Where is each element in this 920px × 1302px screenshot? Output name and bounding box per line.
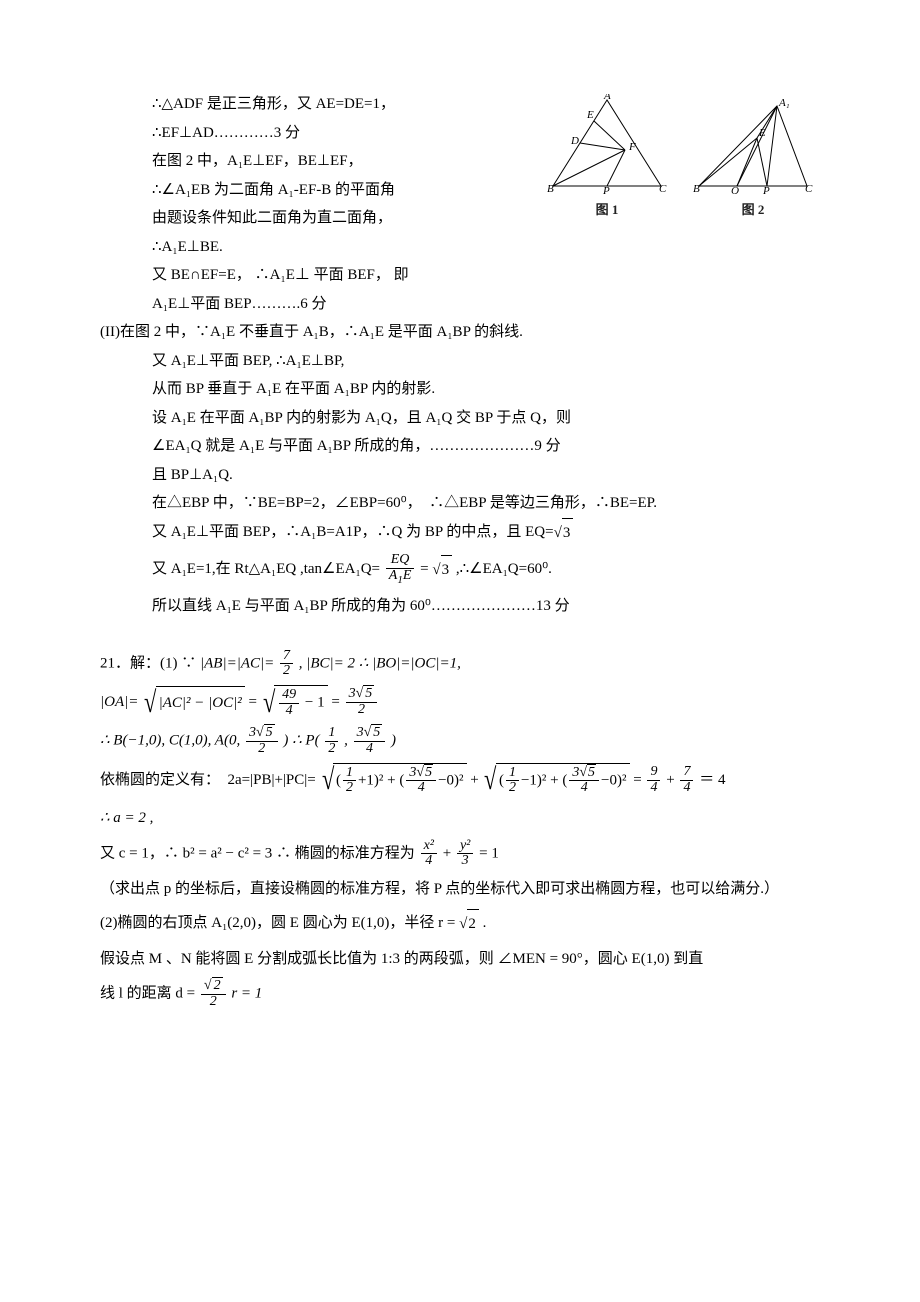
proof-line-13: 且 BP⊥A₁Q. bbox=[100, 461, 820, 490]
fig2-svg: A₁ B C E Q P bbox=[693, 94, 813, 194]
p21-line3: ∴ B(−1,0), C(1,0), A(0, 3√52 ) ∴ P( 12 ,… bbox=[100, 726, 820, 756]
sqrt-3-b: 3 bbox=[432, 555, 452, 585]
sqrt-ac-oc: √|AC|² − |OC|² bbox=[142, 686, 245, 720]
frac-eq-over-a1e: EQA1E bbox=[386, 553, 415, 586]
frac-1-2: 12 bbox=[325, 726, 338, 756]
p21-s6a: 又 c = 1，∴ b² = a² − c² = 3 ∴ 椭圆的标准方程为 bbox=[100, 845, 419, 861]
figure-1: A B C D E F P 图 1 bbox=[540, 94, 674, 223]
sqrt-2-r: 2 bbox=[459, 909, 479, 939]
p21-line1: 21．解：(1) ∵ |AB|=|AC|= 72 , |BC|= 2 ∴ |BO… bbox=[100, 649, 820, 679]
frac-7-4: 74 bbox=[680, 765, 693, 795]
sqrt-pb: √(12+1)² + (3√54−0)² bbox=[320, 763, 467, 798]
p21-arc2: 线 l 的距离 d = √22 r = 1 bbox=[100, 979, 820, 1009]
fig1-label-f: F bbox=[628, 141, 636, 153]
proof-line-8: (II)在图 2 中，∵A₁E 不垂直于 A₁B，∴A₁E 是平面 A₁BP 的… bbox=[100, 318, 820, 347]
p21-arc2b: r = 1 bbox=[231, 986, 262, 1002]
p21-line5: ∴ a = 2 , bbox=[100, 804, 820, 833]
proof-line-15a: 又 A₁E⊥平面 BEP，∴A₁B=A1P，∴Q 为 BP 的中点，且 EQ= bbox=[152, 524, 554, 540]
proof-line-7: 又 BE∩EF=E， ∴A₁E⊥ 平面 BEF， 即 bbox=[100, 261, 820, 290]
proof-line-7b: A₁E⊥平面 BEP……….6 分 bbox=[100, 290, 820, 319]
p21-part2a: (2)椭圆的右顶点 A₁(2,0)，圆 E 圆心为 E(1,0)，半径 r = bbox=[100, 916, 459, 932]
p21-line4: 依椭圆的定义有： 2a=|PB|+|PC|= √(12+1)² + (3√54−… bbox=[100, 763, 820, 798]
proof-line-14: 在△EBP 中，∵BE=BP=2，∠EBP=60⁰， ∴△EBP 是等边三角形，… bbox=[100, 489, 820, 518]
sqrt-3-a: 3 bbox=[554, 518, 574, 548]
p21-note: （求出点 p 的坐标后，直接设椭圆的标准方程，将 P 点的坐标代入即可求出椭圆方… bbox=[100, 875, 820, 904]
sqrt-49-4: √494 − 1 bbox=[261, 685, 328, 720]
frac-y2-3: y²3 bbox=[457, 839, 473, 869]
frac-3sqrt5-4: 3√54 bbox=[354, 726, 386, 756]
frac-3sqrt5-2-b: 3√52 bbox=[246, 726, 278, 756]
frac-7-2: 72 bbox=[280, 649, 293, 679]
fig2-label-a1: A₁ bbox=[778, 97, 790, 109]
proof-line-11: 设 A₁E 在平面 A₁BP 内的射影为 A₁Q，且 A₁Q 交 BP 于点 Q… bbox=[100, 404, 820, 433]
proof-line-17: 所以直线 A₁E 与平面 A₁BP 所成的角为 60⁰…………………13 分 bbox=[100, 592, 820, 621]
p21-line6: 又 c = 1，∴ b² = a² − c² = 3 ∴ 椭圆的标准方程为 x²… bbox=[100, 839, 820, 869]
proof-line-15: 又 A₁E⊥平面 BEP，∴A₁B=A1P，∴Q 为 BP 的中点，且 EQ=3 bbox=[100, 518, 820, 548]
fig1-svg: A B C D E F P bbox=[547, 94, 667, 194]
proof-line-6: ∴A₁E⊥BE. bbox=[100, 233, 820, 262]
proof-line-10: 从而 BP 垂直于 A₁E 在平面 A₁BP 内的射影. bbox=[100, 375, 820, 404]
fig2-label-e: E bbox=[758, 127, 766, 139]
p21-arc1: 假设点 M 、N 能将圆 E 分割成弧长比值为 1:3 的两段弧，则 ∠MEN … bbox=[100, 945, 820, 974]
p21-arc2a: 线 l 的距离 d = bbox=[100, 986, 199, 1002]
fig1-label-e: E bbox=[586, 109, 594, 121]
figure-panel: A B C D E F P 图 1 bbox=[540, 94, 820, 223]
fig1-label-p: P bbox=[602, 185, 610, 194]
proof-line-9: 又 A₁E⊥平面 BEP, ∴A₁E⊥BP, bbox=[100, 347, 820, 376]
proof-line-16: 又 A₁E=1,在 Rt△A₁EQ ,tan∠EA₁Q= EQA1E = 3 ,… bbox=[100, 553, 820, 586]
p21-s3d: ) bbox=[391, 733, 396, 749]
p21-s1a: |AB|=|AC|= bbox=[200, 655, 278, 671]
fig1-label-d: D bbox=[570, 135, 579, 147]
p21-s2a: |OA|= bbox=[100, 694, 138, 710]
fig1-label-b: B bbox=[547, 183, 554, 194]
frac-sqrt2-2: √22 bbox=[201, 979, 226, 1009]
p21-s6b: = 1 bbox=[479, 845, 499, 861]
p21-s3b: ) ∴ P( bbox=[283, 733, 319, 749]
p21-s4a: 依椭圆的定义有： 2a=|PB|+|PC|= bbox=[100, 772, 316, 788]
p21-header: 21．解：(1) ∵ bbox=[100, 655, 196, 671]
p21-part2b: . bbox=[483, 916, 487, 932]
proof-line-16a: 又 A₁E=1,在 Rt△A₁EQ ,tan∠EA₁Q= bbox=[152, 561, 384, 577]
fig1-label-a: A bbox=[603, 94, 611, 102]
sqrt-pc: √(12−1)² + (3√54−0)² bbox=[482, 763, 629, 798]
fig1-label-c: C bbox=[659, 183, 667, 194]
p21-s1b: , |BC|= 2 ∴ |BO|=|OC|=1, bbox=[299, 655, 461, 671]
fig2-label-q: Q bbox=[731, 185, 739, 194]
math-exam-page: A B C D E F P 图 1 bbox=[0, 0, 920, 1076]
p21-s4c: ＝ 4 bbox=[699, 772, 725, 788]
proof-line-12: ∠EA₁Q 就是 A₁E 与平面 A₁BP 所成的角，…………………9 分 bbox=[100, 432, 820, 461]
p21-line2: |OA|= √|AC|² − |OC|² = √494 − 1 = 3√52 bbox=[100, 685, 820, 720]
frac-x2-4: x²4 bbox=[421, 839, 437, 869]
p21-s3c: , bbox=[344, 733, 352, 749]
fig2-label-c: C bbox=[805, 183, 813, 194]
frac-3sqrt5-2: 3√52 bbox=[346, 687, 378, 717]
p21-s3a: ∴ B(−1,0), C(1,0), A(0, bbox=[100, 733, 244, 749]
frac-9-4: 94 bbox=[647, 765, 660, 795]
p21-part2: (2)椭圆的右顶点 A₁(2,0)，圆 E 圆心为 E(1,0)，半径 r = … bbox=[100, 909, 820, 939]
fig1-caption: 图 1 bbox=[540, 198, 674, 223]
fig2-label-b: B bbox=[693, 183, 700, 194]
proof-line-16b: ,∴∠EA₁Q=60⁰. bbox=[456, 561, 552, 577]
figure-2: A₁ B C E Q P 图 2 bbox=[686, 94, 820, 223]
fig2-caption: 图 2 bbox=[686, 198, 820, 223]
p21-s5: ∴ a = 2 , bbox=[100, 810, 153, 826]
fig2-label-p: P bbox=[762, 185, 770, 194]
